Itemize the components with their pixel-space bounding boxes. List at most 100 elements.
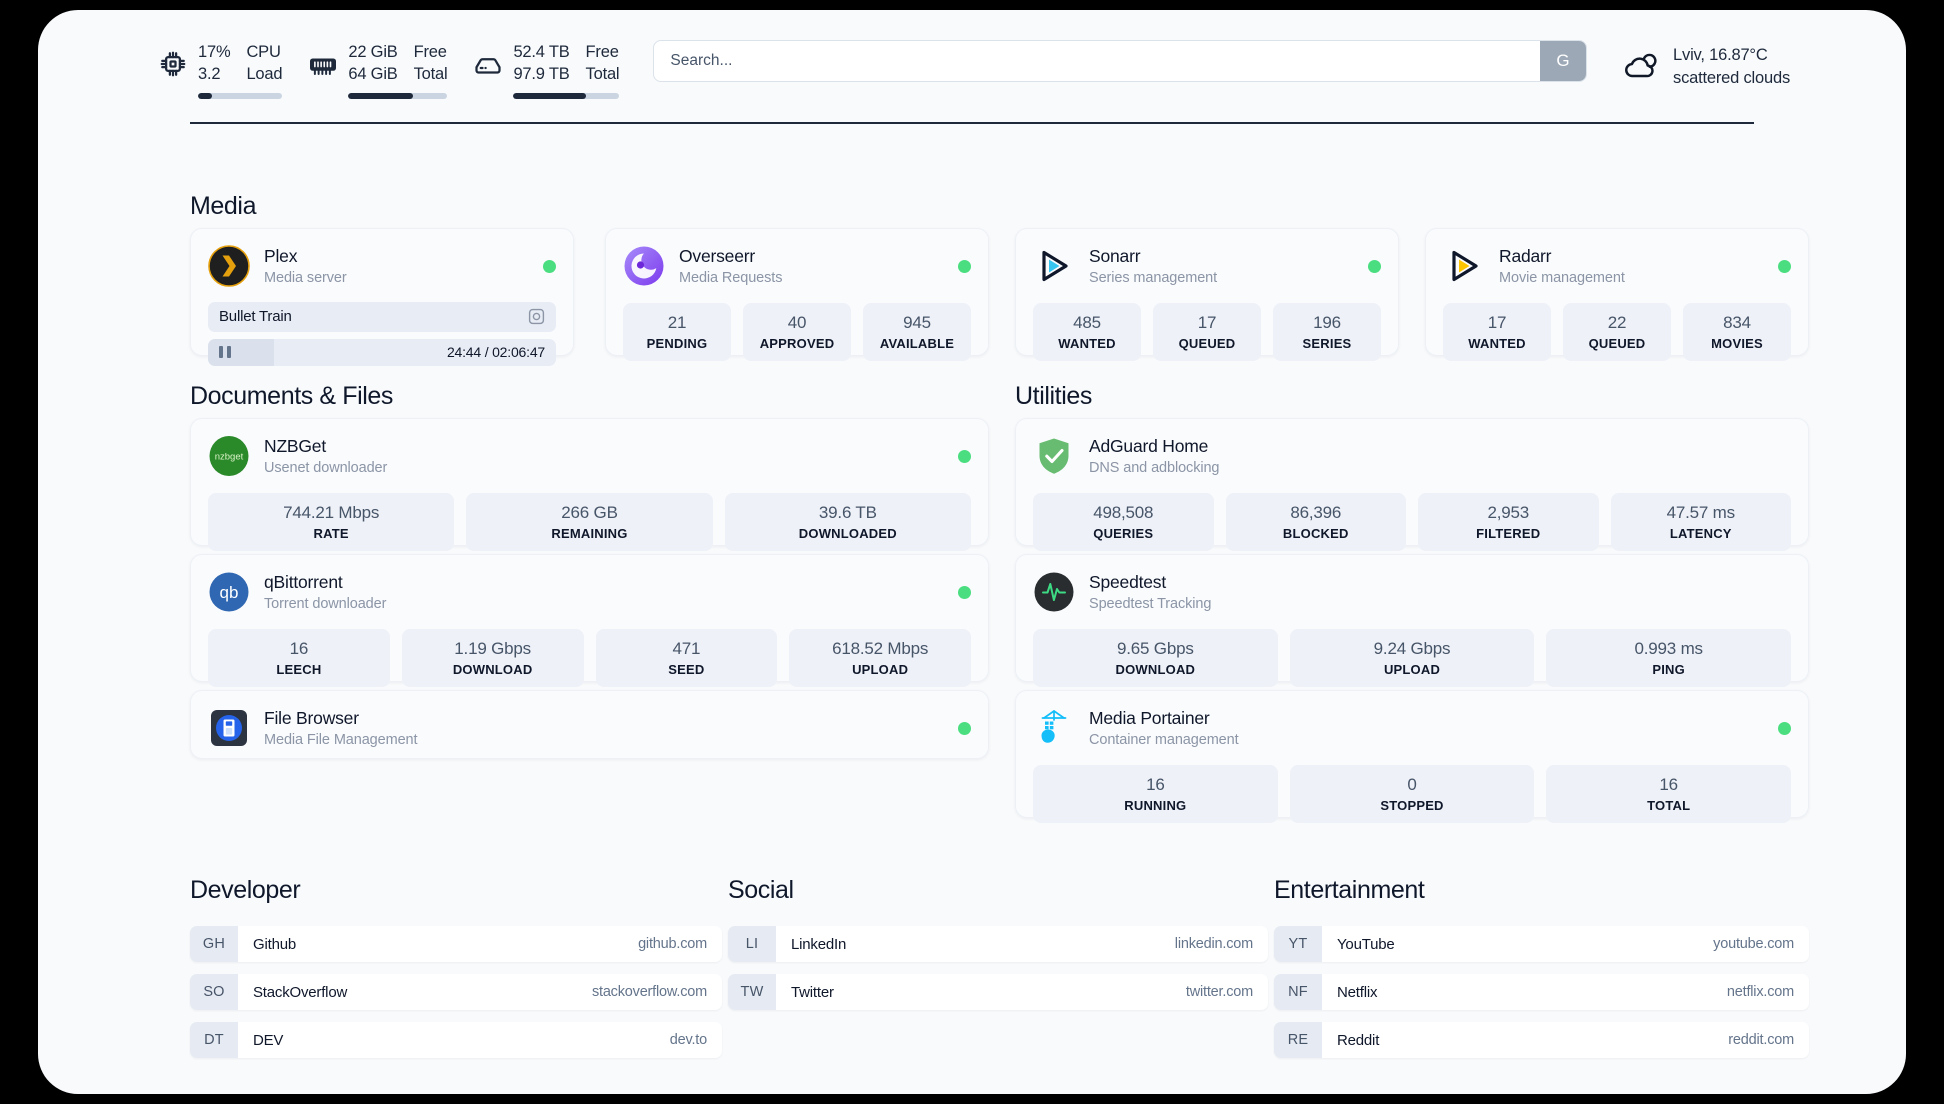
stat-label: FILTERED: [1476, 526, 1541, 542]
card-sonarr[interactable]: Sonarr Series management 485 WANTED 17 Q…: [1015, 228, 1399, 362]
radarr-icon: [1443, 245, 1485, 287]
cpu-label-top: CPU: [246, 43, 281, 61]
stat-disk: 52.4 TB 97.9 TB Free Total: [473, 42, 620, 99]
bookmark-netflix[interactable]: NF Netflix netflix.com: [1274, 974, 1809, 1010]
stat-tile: 39.6 TB DOWNLOADED: [724, 492, 971, 552]
card-adguard-home[interactable]: AdGuard Home DNS and adblocking 498,508 …: [1015, 418, 1809, 552]
filebrowser-icon: [208, 707, 250, 749]
card-speedtest[interactable]: Speedtest Speedtest Tracking 9.65 Gbps D…: [1015, 554, 1809, 688]
status-indicator: [958, 585, 971, 599]
cast-icon[interactable]: [528, 308, 545, 325]
bookmark-name: DEV: [253, 1031, 284, 1049]
status-indicator: [1368, 259, 1381, 273]
stat-tile: 945 AVAILABLE: [863, 302, 971, 362]
stat-value: 40: [787, 312, 807, 332]
stat-tile: 196 SERIES: [1273, 302, 1381, 362]
stat-value: 945: [903, 312, 931, 332]
stat-label: PENDING: [646, 336, 708, 352]
status-indicator: [958, 259, 971, 273]
stat-label: UPLOAD: [852, 662, 909, 678]
card-subtitle: Series management: [1089, 270, 1218, 287]
stat-tile: 744.21 Mbps RATE: [208, 492, 455, 552]
stat-tile: 0 STOPPED: [1289, 764, 1535, 824]
card-qbittorrent[interactable]: qb qBittorrent Torrent downloader 16 LEE…: [190, 554, 989, 688]
stat-value: 2,953: [1487, 502, 1530, 522]
card-subtitle: DNS and adblocking: [1089, 460, 1220, 477]
card-subtitle: Media server: [264, 270, 347, 287]
memory-value-top: 22 GiB: [348, 43, 398, 61]
bookmark-reddit[interactable]: RE Reddit reddit.com: [1274, 1022, 1809, 1058]
cpu-value-top: 17%: [198, 43, 231, 61]
stat-label: DOWNLOAD: [1115, 662, 1196, 678]
plex-icon: [208, 245, 250, 288]
bookmark-stackoverflow[interactable]: SO StackOverflow stackoverflow.com: [190, 974, 722, 1010]
card-nzbget[interactable]: nzbget NZBGet Usenet downloader 744.21 M…: [190, 418, 989, 552]
bookmark-badge: LI: [728, 926, 776, 962]
card-title: Radarr: [1499, 246, 1552, 266]
bookmark-dev[interactable]: DT DEV dev.to: [190, 1022, 722, 1058]
weather-condition: scattered clouds: [1673, 68, 1790, 87]
card-subtitle: Usenet downloader: [264, 460, 388, 477]
search-area: G: [619, 36, 1621, 82]
stat-tile: 2,953 FILTERED: [1418, 492, 1599, 552]
speedtest-icon: [1033, 571, 1075, 613]
now-playing-title-bar[interactable]: Bullet Train: [208, 301, 556, 332]
stat-tile: 86,396 BLOCKED: [1225, 492, 1406, 552]
header-divider: [190, 122, 1754, 124]
bookmark-badge: YT: [1274, 926, 1322, 962]
card-title: File Browser: [264, 708, 359, 728]
stat-label: AVAILABLE: [879, 336, 955, 352]
stat-label: LATENCY: [1669, 526, 1732, 542]
card-plex[interactable]: Plex Media server Bullet Train 24:44 / 0…: [190, 228, 574, 366]
bookmark-badge: DT: [190, 1022, 238, 1058]
bookmark-url: netflix.com: [1726, 984, 1794, 1000]
stat-value: 39.6 TB: [818, 502, 877, 522]
card-radarr[interactable]: Radarr Movie management 17 WANTED 22 QUE…: [1425, 228, 1809, 362]
search-input[interactable]: [654, 41, 1541, 81]
card-title: NZBGet: [264, 436, 327, 456]
card-media-portainer[interactable]: Media Portainer Container management 16 …: [1015, 690, 1809, 824]
bookmark-badge: SO: [190, 974, 238, 1010]
dashboard-inner: 17% 3.2 CPU Load: [38, 10, 1906, 1094]
stat-label: WANTED: [1058, 336, 1116, 352]
cpu-value-bottom: 3.2: [198, 64, 221, 83]
bookmark-name: Twitter: [791, 983, 834, 1001]
weather-location-temp: Lviv, 16.87°C: [1673, 46, 1768, 64]
stat-label: TOTAL: [1647, 798, 1691, 814]
cpu-icon: [158, 49, 188, 79]
now-playing-progress-fill: [208, 338, 275, 366]
bookmark-twitter[interactable]: TW Twitter twitter.com: [728, 974, 1268, 1010]
bookmark-youtube[interactable]: YT YouTube youtube.com: [1274, 926, 1809, 962]
bookmark-badge: NF: [1274, 974, 1322, 1010]
search-engine-button[interactable]: G: [1540, 41, 1587, 81]
stat-label: SEED: [668, 662, 705, 678]
now-playing-progress[interactable]: 24:44 / 02:06:47: [208, 338, 556, 366]
stat-value: 17: [1487, 312, 1507, 332]
stat-label: SERIES: [1302, 336, 1352, 352]
card-title: Plex: [264, 246, 298, 266]
bookmark-url: reddit.com: [1728, 1032, 1794, 1048]
section-title-media: Media: [190, 192, 257, 220]
bookmark-linkedin[interactable]: LI LinkedIn linkedin.com: [728, 926, 1268, 962]
bookmark-name: Netflix: [1337, 983, 1378, 1001]
bookmark-github[interactable]: GH Github github.com: [190, 926, 722, 962]
card-title: qBittorrent: [264, 572, 343, 592]
stat-tile: 471 SEED: [595, 628, 778, 688]
section-title-utilities: Utilities: [1015, 382, 1092, 410]
stat-value: 266 GB: [561, 502, 618, 522]
card-overseerr[interactable]: Overseerr Media Requests 21 PENDING 40 A…: [605, 228, 989, 362]
card-title: Speedtest: [1089, 572, 1167, 592]
card-title: AdGuard Home: [1089, 436, 1209, 456]
pause-icon[interactable]: [219, 346, 231, 359]
sonarr-icon: [1033, 245, 1075, 287]
stat-value: 16: [289, 638, 309, 658]
status-indicator: [543, 259, 556, 273]
stat-value: 471: [672, 638, 701, 658]
disk-icon: [473, 49, 503, 79]
status-indicator: [1778, 259, 1791, 273]
status-indicator: [958, 721, 971, 735]
stat-label: MOVIES: [1711, 336, 1763, 352]
card-file-browser[interactable]: File Browser Media File Management: [190, 690, 989, 759]
search-box[interactable]: G: [653, 40, 1588, 82]
bookmark-url: linkedin.com: [1174, 936, 1253, 952]
